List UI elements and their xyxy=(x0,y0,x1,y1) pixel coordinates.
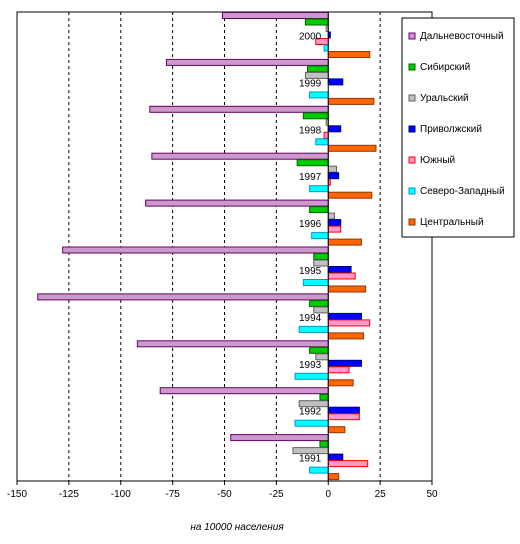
legend-label: Северо-Западный xyxy=(420,186,505,197)
legend-label: Уральский xyxy=(420,93,469,104)
bar xyxy=(296,159,329,167)
legend-label: Центральный xyxy=(420,217,484,228)
bar xyxy=(327,212,335,220)
bar xyxy=(311,232,329,240)
year-label: 1996 xyxy=(299,219,322,230)
bar xyxy=(294,372,329,380)
bar xyxy=(327,426,346,434)
bar xyxy=(327,359,362,367)
year-label: 1997 xyxy=(299,172,322,183)
bar xyxy=(327,379,354,387)
year-label: 1993 xyxy=(299,360,322,371)
bar xyxy=(327,453,344,461)
bar xyxy=(327,366,350,374)
bar xyxy=(327,172,340,180)
bar xyxy=(309,185,329,193)
bar xyxy=(327,51,371,58)
bar xyxy=(309,91,329,99)
bar xyxy=(327,460,369,468)
bar xyxy=(298,325,329,333)
bar xyxy=(62,246,329,254)
bar xyxy=(136,340,329,348)
year-label: 1999 xyxy=(299,78,322,89)
legend-label: Сибирский xyxy=(420,61,470,73)
bar xyxy=(149,105,329,113)
x-tick-label: -25 xyxy=(269,489,284,500)
bar xyxy=(327,312,362,320)
bar xyxy=(319,393,329,401)
x-tick-label: -50 xyxy=(217,489,232,500)
x-tick-label: 25 xyxy=(375,489,387,500)
legend: Дальневосточный Сибирский Уральский Приволж… xyxy=(401,17,515,238)
year-label: 1998 xyxy=(299,125,322,136)
legend-swatch xyxy=(408,125,416,133)
bar xyxy=(327,125,342,133)
bar xyxy=(313,253,329,260)
bar xyxy=(327,225,342,233)
bar xyxy=(327,473,340,481)
legend-box xyxy=(401,17,515,238)
bar xyxy=(327,238,362,246)
legend-swatch xyxy=(408,94,416,102)
bar xyxy=(315,138,329,146)
bar xyxy=(230,434,329,442)
legend-label: Приволжский xyxy=(420,124,482,135)
bar xyxy=(165,58,329,66)
bar xyxy=(327,144,377,152)
bar xyxy=(327,272,356,280)
year-labels: 2000 1999 1998 1997 1996 1995 1994 1993 1992 1991 xyxy=(299,31,322,464)
x-tick-label: -75 xyxy=(165,489,180,500)
year-label: 1995 xyxy=(299,266,322,277)
bar xyxy=(309,466,329,474)
bar xyxy=(327,285,367,293)
year-label: 1991 xyxy=(299,454,322,465)
bar xyxy=(151,152,329,160)
legend-label: Дальневосточный xyxy=(420,31,504,42)
bar xyxy=(145,199,329,207)
legend-swatch xyxy=(408,32,416,40)
legend-swatch xyxy=(408,187,416,195)
bar xyxy=(327,165,338,173)
year-label: 2000 xyxy=(299,31,322,42)
bar xyxy=(302,112,329,120)
bar xyxy=(294,419,329,427)
bar xyxy=(309,206,329,214)
year-label: 1992 xyxy=(299,407,322,418)
x-tick-label: -125 xyxy=(59,489,79,500)
x-axis-title: на 10000 населения xyxy=(190,522,284,533)
x-tick-label: 0 xyxy=(325,489,331,500)
legend-swatch xyxy=(408,63,416,71)
legend-swatch xyxy=(408,156,416,164)
bar xyxy=(323,131,329,139)
bar xyxy=(307,65,329,73)
bar xyxy=(309,299,329,307)
bar xyxy=(323,44,329,52)
bar xyxy=(37,293,329,301)
bar xyxy=(327,332,365,340)
legend-swatch xyxy=(408,218,416,226)
bar xyxy=(309,346,329,354)
bar xyxy=(327,406,360,414)
bar xyxy=(327,191,373,199)
bar xyxy=(327,413,360,421)
year-label: 1994 xyxy=(299,313,322,324)
bar xyxy=(327,97,375,105)
x-tick-label: -100 xyxy=(111,489,131,500)
x-tick-labels: -150 -125 -100 -75 -50 -25 0 25 50 xyxy=(7,481,438,500)
bar xyxy=(327,266,352,273)
bar xyxy=(327,219,342,227)
bar xyxy=(221,12,329,19)
bar xyxy=(159,387,329,395)
bar xyxy=(319,440,329,448)
bar xyxy=(327,319,371,327)
x-tick-label: -150 xyxy=(7,489,27,500)
plot-area: 2000 1999 1998 1997 1996 1995 1994 1993 1992 1991… xyxy=(7,11,438,500)
bar xyxy=(302,279,329,286)
bar xyxy=(327,78,344,86)
bar xyxy=(304,18,329,26)
legend-label: Южный xyxy=(420,155,455,166)
x-tick-label: 50 xyxy=(426,489,438,500)
